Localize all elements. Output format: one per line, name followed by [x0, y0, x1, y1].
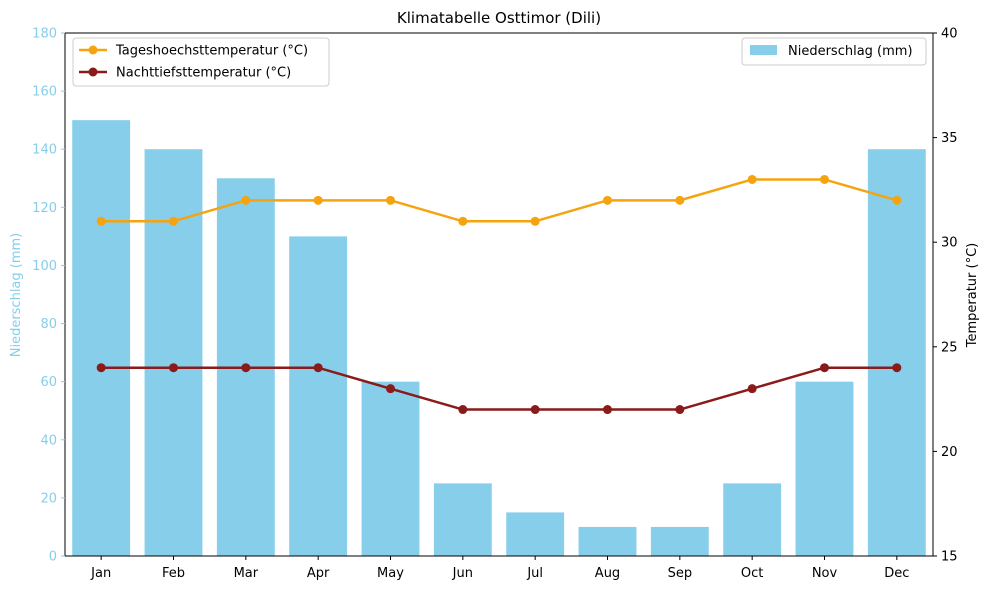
y-left-tick-label: 60	[40, 375, 57, 390]
y-left-tick-label: 100	[32, 259, 57, 274]
point-series-1-sep	[675, 405, 685, 415]
bar-sep	[650, 526, 709, 556]
point-series-1-nov	[820, 363, 829, 373]
x-tick-label: Nov	[812, 566, 838, 581]
legend-label-precipitation: Niederschlag (mm)	[788, 44, 913, 59]
legend-label-0: Tageshoechsttemperatur (°C)	[115, 44, 308, 59]
legend-swatch-precipitation	[750, 45, 777, 55]
point-series-0-nov	[820, 174, 829, 184]
bar-feb	[144, 149, 203, 556]
y-left-tick-label: 0	[49, 550, 57, 565]
y-left-tick-label: 40	[40, 433, 57, 448]
bar-oct	[723, 483, 782, 556]
legend-precipitation: Niederschlag (mm)	[741, 37, 927, 66]
x-tick-label: Mar	[234, 566, 259, 581]
y-right-tick-label: 30	[941, 236, 958, 251]
y-left-tick-label: 20	[40, 491, 57, 506]
legend-temperature-box	[72, 37, 330, 87]
y-axis-right: 15 20 25 30 35 40	[933, 27, 958, 565]
y-left-tick-label: 80	[40, 317, 57, 332]
legend-marker-1	[88, 67, 98, 77]
point-series-1-apr	[313, 363, 323, 373]
x-tick-label: May	[377, 566, 404, 581]
point-series-1-aug	[603, 405, 612, 415]
precipitation-bars	[72, 120, 926, 557]
legend-precipitation-box	[741, 37, 927, 66]
legend-label-1: Nachttiefsttemperatur (°C)	[116, 66, 291, 81]
point-series-1-jan	[96, 363, 106, 373]
y-right-tick-label: 40	[941, 27, 958, 42]
bar-nov	[795, 381, 854, 556]
point-series-1-mar	[241, 363, 251, 373]
point-series-0-oct	[747, 174, 757, 184]
temperature-lines	[96, 174, 902, 415]
y-left-tick-label: 140	[32, 143, 57, 158]
x-tick-label: Sep	[668, 566, 693, 581]
bar-jan	[72, 120, 131, 557]
bar-jul	[506, 512, 565, 556]
y-left-tick-label: 180	[32, 27, 57, 42]
bar-jun	[433, 483, 492, 556]
point-series-1-jun	[458, 405, 468, 415]
plot-frame	[64, 32, 934, 557]
x-tick-label: Jul	[526, 566, 543, 581]
bar-may	[361, 381, 420, 556]
x-tick-label: Jan	[90, 566, 111, 581]
point-series-0-aug	[603, 195, 612, 205]
y-left-tick-label: 120	[32, 201, 57, 216]
bar-apr	[289, 236, 348, 556]
x-tick-label: Aug	[595, 566, 620, 581]
y-axis-right-label: Temperatur (°C)	[965, 243, 980, 349]
point-series-1-feb	[169, 363, 178, 373]
y-right-tick-label: 15	[941, 550, 958, 565]
point-series-0-sep	[675, 195, 685, 205]
y-right-tick-label: 25	[941, 340, 958, 355]
x-axis: Jan Feb Mar Apr May Jun Jul Aug Sep Oct Nov Dec	[90, 556, 909, 581]
x-tick-label: Jun	[452, 566, 473, 581]
chart-title: Klimatabelle Osttimor (Dili)	[397, 9, 601, 27]
point-series-0-jan	[96, 216, 106, 226]
y-right-tick-label: 20	[941, 445, 958, 460]
point-series-1-jul	[530, 405, 540, 415]
point-series-1-oct	[747, 384, 757, 394]
line-series-0	[101, 178, 898, 223]
point-series-0-jul	[530, 216, 540, 226]
point-series-0-mar	[241, 195, 251, 205]
y-axis-left-label: Niederschlag (mm)	[9, 233, 24, 358]
point-series-0-apr	[313, 195, 323, 205]
point-series-0-feb	[169, 216, 178, 226]
bar-dec	[867, 149, 926, 556]
line-series-1	[101, 366, 897, 411]
x-tick-label: Oct	[741, 566, 763, 581]
point-series-1-dec	[892, 363, 902, 373]
y-left-tick-label: 160	[32, 85, 57, 100]
x-tick-label: Apr	[307, 566, 330, 581]
x-tick-label: Dec	[884, 566, 909, 581]
point-series-0-jun	[458, 216, 468, 226]
y-right-tick-label: 35	[941, 131, 958, 146]
legend-marker-0	[88, 45, 98, 55]
bar-aug	[578, 526, 637, 556]
legend-temperature: Tageshoechsttemperatur (°C) Nachttiefstte…	[72, 37, 330, 87]
point-series-0-may	[386, 195, 395, 205]
point-series-1-may	[386, 384, 395, 394]
y-axis-left: 0 20 40 60 80 100 120 140 160 180	[32, 27, 65, 565]
x-tick-label: Feb	[162, 566, 185, 581]
point-series-0-dec	[892, 195, 902, 205]
